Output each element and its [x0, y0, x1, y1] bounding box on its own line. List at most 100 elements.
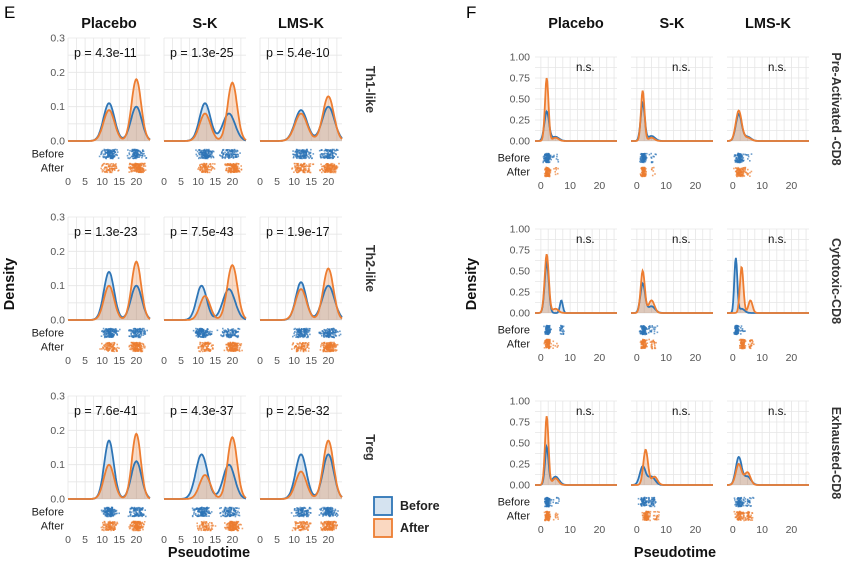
y-tick-label: 0.1 [50, 101, 65, 113]
before-rug-point [130, 506, 133, 509]
before-rug-point [110, 154, 112, 156]
after-rug-point [199, 350, 201, 353]
after-rug-point [329, 171, 331, 173]
before-rug-point [296, 330, 299, 332]
before-rug-point [229, 150, 232, 152]
after-rug-point [324, 529, 326, 531]
before-rug-point [208, 515, 210, 517]
after-rug-point [229, 346, 232, 349]
before-rug-point [308, 157, 310, 159]
before-rug-point [105, 149, 108, 151]
after-rug-point [139, 167, 142, 170]
before-rug-point [329, 156, 332, 159]
after-rug-point [332, 344, 335, 346]
before-rug-point [131, 335, 134, 337]
before-rug-point [224, 151, 226, 154]
after-rug-point [328, 342, 330, 344]
after-rug-point [338, 162, 340, 165]
x-tick-label: 20 [226, 355, 238, 367]
after-rug-point [303, 164, 305, 166]
before-rug-point [327, 157, 330, 159]
after-rug-point [229, 168, 231, 171]
before-rug-point [333, 155, 335, 158]
before-rug-point [198, 515, 201, 517]
before-rug-point [224, 331, 226, 334]
x-tick-label: 0 [161, 534, 167, 546]
before-rug-point [331, 156, 334, 159]
after-rug-point [130, 170, 132, 173]
rug-strips [98, 148, 148, 174]
before-rug-point [103, 149, 106, 152]
after-rug-point [205, 349, 208, 351]
before-rug-point [237, 514, 240, 516]
after-rug-point [326, 527, 329, 530]
before-rug-point [322, 506, 324, 509]
before-rug-point [235, 156, 237, 158]
after-rug-point [319, 169, 321, 172]
before-rug-point [237, 155, 240, 158]
before-rug-point [204, 510, 207, 512]
before-rug-point [105, 334, 108, 336]
after-rug-point [301, 345, 304, 348]
after-rug-point [130, 525, 132, 527]
after-rug-point [295, 345, 297, 347]
after-rug-point [300, 166, 303, 168]
before-rug-point [236, 512, 238, 514]
before-rug-point [203, 149, 206, 152]
before-rug-point [116, 512, 118, 515]
after-rug-point [143, 521, 146, 523]
after-rug-point [108, 341, 110, 344]
after-rug-point [237, 171, 239, 173]
after-rug-point [211, 344, 213, 346]
after-rug-point [139, 346, 141, 348]
before-rug-point [106, 156, 108, 158]
before-rug-point [326, 510, 329, 512]
facet-0-2: p = 5.4e-100 5 10 15 20 [257, 37, 343, 188]
facet-1-2: p = 1.9e-170 5 10 15 20 [257, 216, 343, 367]
x-tick-label: 0 [257, 176, 263, 188]
after-rug-point [299, 522, 302, 524]
before-rug-point [136, 153, 138, 156]
after-rug-point [116, 349, 118, 352]
x-tick-label: 5 [274, 534, 280, 546]
x-tick-label: 0 [257, 534, 263, 546]
after-rug-point [200, 166, 202, 168]
before-rug-point [135, 333, 137, 336]
before-rug-point [322, 514, 324, 516]
after-rug-point [298, 346, 301, 348]
after-rug-point [232, 165, 234, 167]
after-rug-point [326, 171, 329, 173]
after-rug-point [322, 525, 324, 527]
after-rug-point [197, 528, 199, 530]
p-value-label: p = 2.5e-32 [266, 404, 330, 418]
before-rug-point [107, 329, 109, 332]
after-rug-point [336, 167, 338, 170]
after-rug-point [105, 163, 108, 165]
after-rug-point [113, 343, 115, 345]
before-rug-point [203, 152, 205, 154]
x-tick-label: 20 [226, 176, 238, 188]
after-rug-point [226, 163, 228, 166]
row-label: Treg [363, 434, 377, 460]
before-rug-point [327, 506, 329, 509]
before-rug-point [319, 155, 322, 158]
before-rug-point [130, 335, 133, 337]
before-rug-point [131, 515, 134, 518]
after-rug-point [307, 523, 309, 525]
after-rug-point [302, 342, 304, 344]
after-rug-point [113, 528, 115, 530]
before-rug-point [106, 330, 108, 333]
after-rug-point [324, 350, 327, 352]
before-rug-point [116, 151, 119, 153]
after-rug-point [202, 166, 204, 169]
after-rug-point [206, 346, 208, 349]
after-rug-point [144, 345, 146, 348]
before-rug-point [229, 333, 231, 335]
after-rug-point [116, 346, 119, 349]
after-rug-point [300, 344, 303, 347]
after-rug-point [308, 347, 310, 350]
after-rug-point [133, 166, 136, 168]
before-rug-point [106, 152, 109, 155]
after-rug-point [308, 167, 310, 169]
before-rug-point [142, 330, 145, 333]
